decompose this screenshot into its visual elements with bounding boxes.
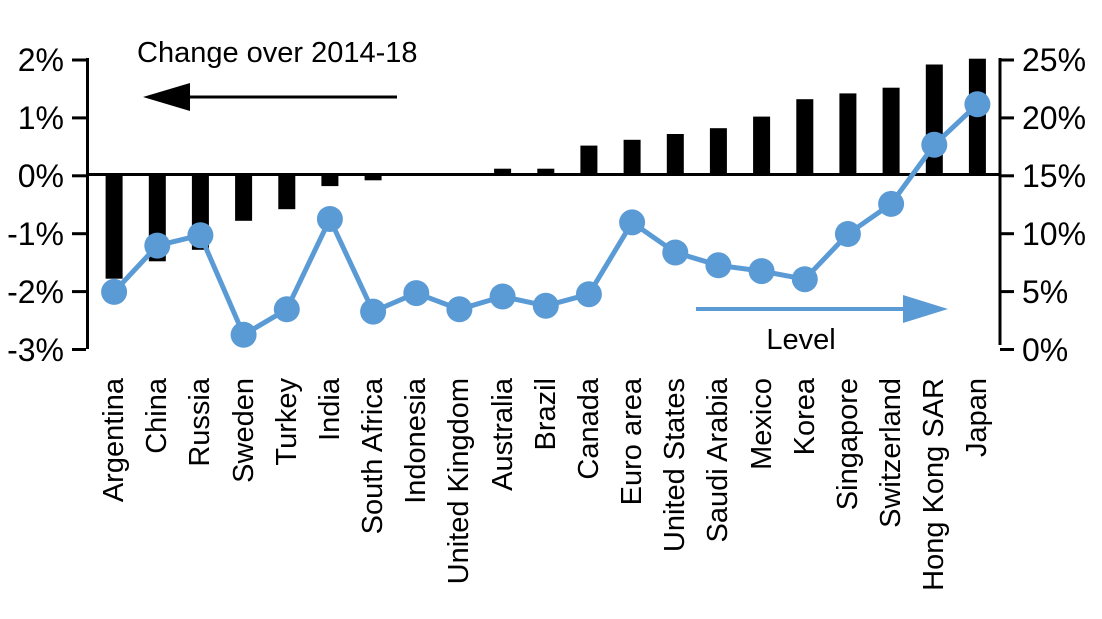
x-axis-label-indonesia: Indonesia [400,378,432,504]
bar-mexico [753,116,771,175]
x-axis-label-korea: Korea [789,378,821,456]
level-point-brazil [532,292,559,319]
bar-brazil [537,168,555,175]
bar-canada [580,145,598,175]
left-axis-tick-label-2-: 2% [17,42,64,78]
left-axis-tick-label--1-: -1% [7,216,64,252]
x-axis-label-turkey: Turkey [271,378,303,466]
x-axis-label-united-states: United States [659,378,691,553]
right-axis-tick-label-0-: 0% [1022,332,1069,368]
level-point-turkey [273,296,300,323]
x-axis-label-switzerland: Switzerland [875,378,907,528]
bar-turkey [278,174,296,210]
level-arrow-right-icon [903,295,948,323]
x-axis-label-australia: Australia [487,378,519,491]
bar-united-states [666,134,684,175]
level-point-india [316,206,343,232]
bar-singapore [839,93,857,175]
level-point-china [144,232,171,259]
level-point-south-africa [360,298,387,325]
bar-australia [494,168,512,175]
bar-korea [796,99,814,175]
right-axis-tick-label-10-: 10% [1022,216,1087,252]
level-point-korea [791,266,818,293]
x-axis-label-canada: Canada [573,378,605,480]
x-axis-label-singapore: Singapore [832,378,864,511]
bar-euro-area [623,139,641,175]
level-point-hong-kong-sar [921,131,948,158]
level-point-euro-area [619,209,646,236]
level-point-saudi-arabia [705,252,732,279]
line-series-title: Level [766,324,836,356]
right-axis-tick-label-5-: 5% [1022,274,1069,310]
level-point-canada [575,281,602,308]
bar-sweden [235,174,253,221]
x-axis-label-india: India [314,378,346,441]
x-axis-label-united-kingdom: United Kingdom [443,378,475,585]
level-point-united-kingdom [446,296,473,323]
left-axis-tick-label-0-: 0% [17,158,64,194]
bar-saudi-arabia [709,128,727,175]
x-axis-label-japan: Japan [961,378,993,458]
x-axis-label-mexico: Mexico [746,378,778,470]
left-axis-tick-label--2-: -2% [7,274,64,310]
bar-india [321,174,339,187]
level-point-sweden [230,321,257,348]
level-point-switzerland [878,190,905,217]
x-axis-label-russia: Russia [184,378,216,467]
bar-switzerland [882,87,900,175]
right-axis-tick-label-20-: 20% [1022,100,1087,136]
x-axis-label-china: China [141,378,173,454]
bar-hong-kong-sar [925,64,943,175]
level-point-argentina [101,278,128,305]
level-point-singapore [834,221,861,247]
bar-argentina [105,174,123,279]
x-axis-label-argentina: Argentina [98,378,130,503]
left-axis-tick-label-1-: 1% [17,100,64,136]
change-arrow-left-icon [143,83,190,111]
level-point-indonesia [403,280,430,307]
level-point-united-states [662,239,689,266]
left-axis-tick-label--3-: -3% [7,332,64,368]
right-axis-tick-label-25-: 25% [1022,42,1087,78]
level-point-japan [964,91,991,118]
bar-south-africa [364,174,382,181]
level-point-australia [489,283,516,310]
x-axis-label-saudi-arabia: Saudi Arabia [702,378,734,543]
x-axis-label-hong-kong-sar: Hong Kong SAR [918,378,950,591]
x-axis-label-euro-area: Euro area [616,378,648,506]
level-point-russia [187,222,214,249]
x-axis-label-brazil: Brazil [530,378,562,451]
x-axis-label-south-africa: South Africa [357,378,389,535]
bar-series-title: Change over 2014-18 [137,37,418,69]
right-axis-tick-label-15-: 15% [1022,158,1087,194]
level-point-mexico [748,258,775,285]
x-axis-label-sweden: Sweden [228,378,260,483]
